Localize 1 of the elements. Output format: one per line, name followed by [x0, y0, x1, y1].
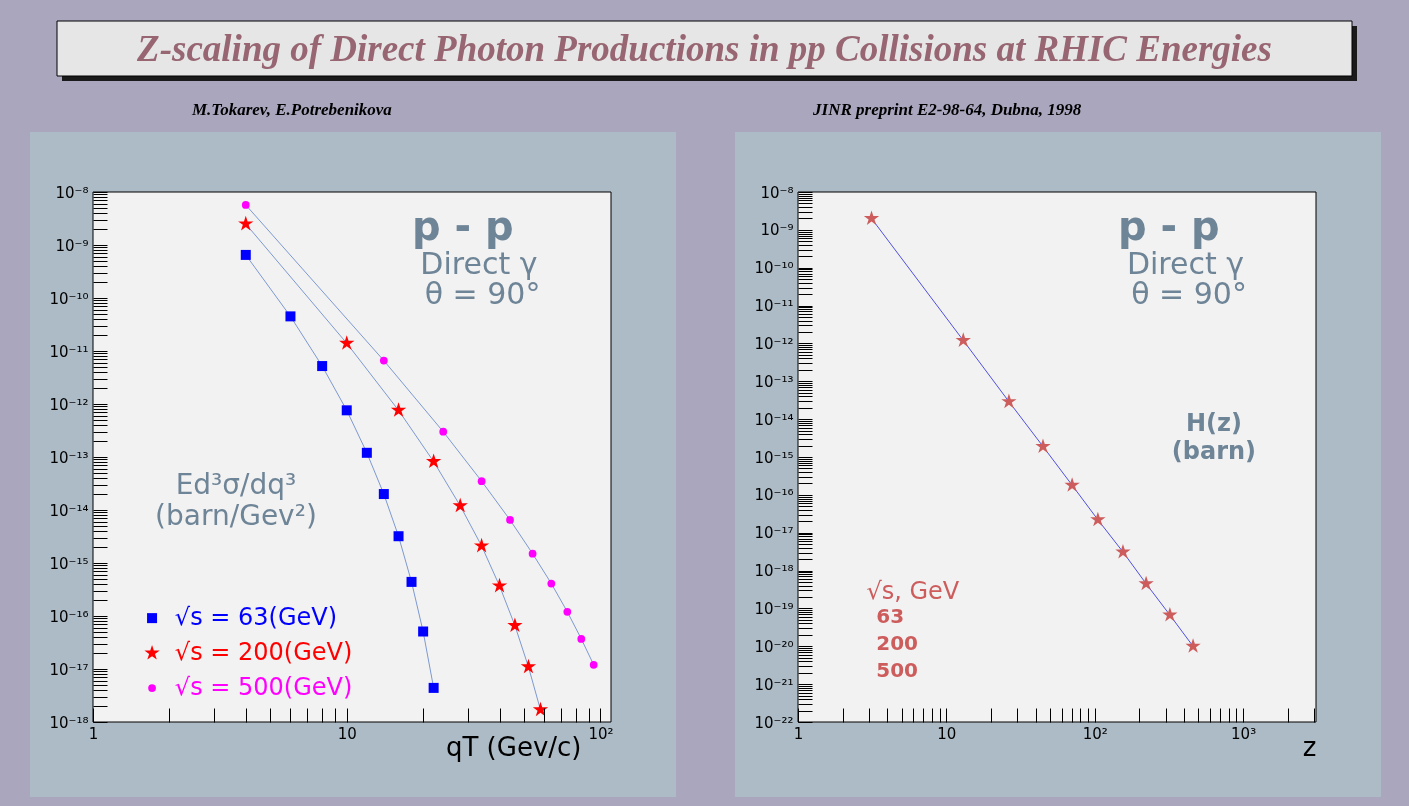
x-axis-title: z: [1302, 731, 1317, 762]
